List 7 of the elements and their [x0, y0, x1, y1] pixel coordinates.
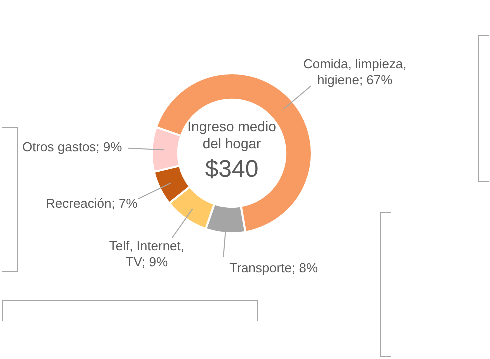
- text: $340: [205, 156, 259, 184]
- text: Ingreso medio del hogar: [188, 118, 277, 152]
- slice-label: Otros gastos; 9%: [22, 139, 123, 154]
- slice-label: Comida, limpieza, higiene; 67%: [303, 56, 407, 88]
- slice-label: Telf, Internet, TV; 9%: [109, 238, 185, 270]
- slice-label: Recreación; 7%: [46, 196, 138, 211]
- slice-label: Transporte; 8%: [230, 260, 318, 276]
